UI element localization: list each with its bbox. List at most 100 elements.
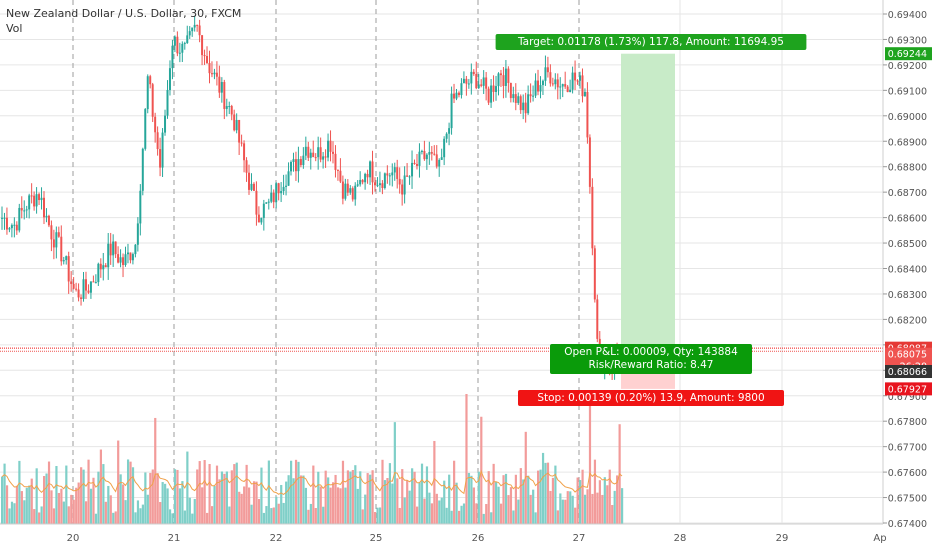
candle-body — [92, 281, 95, 283]
volume-bar — [344, 487, 347, 524]
candle-body — [371, 161, 374, 183]
volume-bar — [611, 505, 614, 524]
candle-body — [240, 142, 243, 144]
volume-bar — [581, 469, 584, 524]
volume-bar — [28, 485, 31, 524]
volume-bar — [89, 488, 93, 524]
volume-bar — [378, 507, 382, 524]
candle-body — [373, 182, 376, 186]
candle-body — [524, 102, 527, 114]
candle-body — [97, 263, 100, 283]
candle-body — [497, 73, 500, 87]
candle-body — [541, 80, 544, 86]
volume-bar — [621, 488, 624, 524]
grid-layer — [0, 0, 883, 524]
volume-bar — [220, 471, 224, 524]
volume-bar — [198, 461, 201, 524]
volume-bar — [243, 486, 246, 524]
volume-bar — [514, 474, 517, 524]
candle-body — [215, 72, 218, 77]
volume-bar — [487, 471, 490, 524]
volume-bar — [566, 491, 569, 524]
target-zone — [621, 53, 675, 354]
candle-body — [126, 252, 129, 255]
candle-body — [38, 194, 41, 201]
candle-body — [462, 78, 465, 84]
candle-body — [435, 154, 438, 167]
volume-bar — [250, 504, 253, 524]
volume-bar — [23, 500, 26, 524]
candle-body — [114, 241, 117, 255]
volume-bar — [398, 507, 401, 524]
candle-body — [82, 279, 85, 299]
volume-bar — [3, 463, 6, 524]
volume-bar — [272, 507, 275, 524]
candle-body — [134, 244, 137, 255]
candle-body — [477, 84, 480, 89]
volume-bar — [527, 475, 530, 524]
volume-bar — [161, 482, 164, 524]
volume-bar — [292, 478, 295, 524]
volume-bar — [472, 487, 475, 524]
candle-body — [213, 72, 216, 75]
candle-body — [255, 190, 258, 215]
candle-body — [52, 239, 55, 248]
volume-bar — [122, 484, 125, 524]
candle-body — [485, 77, 488, 89]
volume-bar — [334, 474, 337, 524]
candle-body — [593, 248, 596, 300]
candle-body — [290, 162, 293, 172]
candle-body — [455, 92, 458, 99]
volume-bar — [5, 485, 9, 524]
candles — [1, 15, 623, 380]
candle-body — [344, 183, 347, 199]
candle-body — [168, 68, 171, 91]
volume-bar — [534, 512, 537, 524]
candle-body — [381, 183, 384, 188]
candle-body — [220, 82, 223, 93]
volume-bar — [10, 501, 14, 524]
candle-body — [324, 156, 327, 158]
volume-bar — [33, 509, 36, 524]
candle-body — [396, 167, 399, 179]
candle-body — [144, 109, 147, 149]
volume-bar — [245, 464, 248, 524]
candle-body — [398, 178, 401, 185]
candle-body — [285, 185, 288, 187]
candle-body — [89, 281, 92, 293]
volume-bar — [13, 503, 16, 524]
volume-bar — [539, 469, 542, 524]
volume-bar — [327, 477, 330, 524]
candle-body — [299, 159, 302, 166]
candle-body — [495, 86, 498, 92]
volume-bar — [591, 493, 594, 524]
y-tick-label: 0.68400 — [888, 265, 927, 276]
candle-body — [425, 154, 428, 160]
volume-bar — [571, 495, 574, 524]
candle-body — [312, 152, 315, 158]
candle-body — [588, 137, 591, 187]
volume-bar — [252, 481, 256, 524]
volume-bar — [235, 462, 238, 524]
volume-bar — [396, 478, 399, 524]
candle-body — [527, 94, 530, 114]
candle-body — [277, 183, 280, 194]
candle-body — [210, 73, 213, 75]
volume-bar — [356, 488, 359, 524]
candle-body — [537, 80, 540, 92]
symbol-title[interactable]: New Zealand Dollar / U.S. Dollar, 30, FX… — [6, 7, 242, 20]
candle-body — [566, 86, 569, 93]
price-badge — [885, 365, 932, 379]
volume-bar — [188, 497, 191, 524]
volume-bar — [181, 481, 184, 524]
volume-bar — [616, 475, 619, 524]
candle-body — [107, 243, 110, 268]
candle-body — [262, 203, 265, 218]
volume-indicator-label[interactable]: Vol — [6, 22, 23, 35]
open-pnl-label: Open P&L: 0.00009, Qty: 143884Risk/Rewar… — [550, 344, 752, 374]
candle-body — [413, 162, 416, 165]
candle-body — [8, 228, 11, 230]
candle-body — [139, 190, 142, 224]
candle-body — [129, 252, 132, 261]
